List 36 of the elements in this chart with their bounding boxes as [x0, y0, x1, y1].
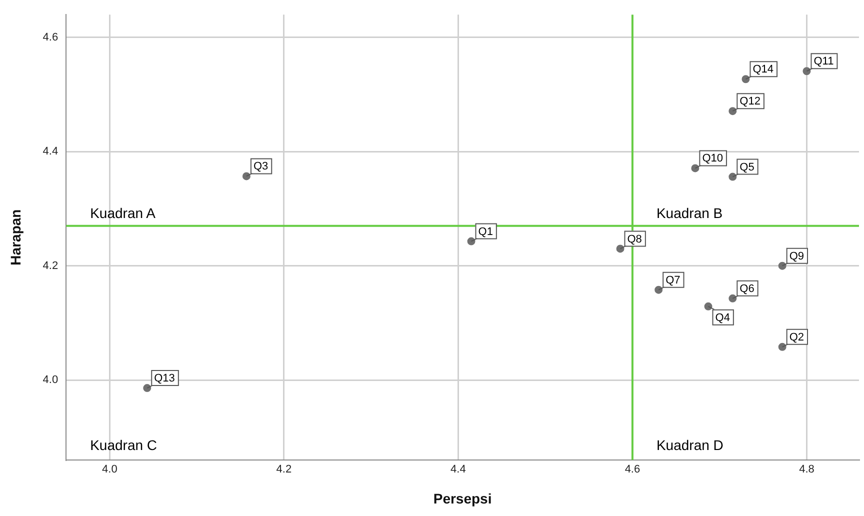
annotation: Q6 — [740, 282, 754, 295]
point — [742, 75, 750, 84]
point — [778, 262, 786, 270]
annotation: Q1 — [478, 226, 493, 238]
annotation: Kuadran A — [90, 204, 156, 221]
x-tick-label: 4.8 — [799, 464, 814, 476]
x-tick-label: 4.6 — [624, 464, 640, 476]
annotation: Kuadran C — [90, 437, 158, 453]
y-tick-label: 4.4 — [42, 146, 58, 158]
annotation: Q3 — [253, 160, 268, 173]
annotation: Q13 — [154, 372, 175, 385]
point — [704, 302, 712, 310]
annotation: Kuadran B — [656, 204, 723, 221]
point — [802, 67, 811, 76]
annotation: Q2 — [789, 331, 804, 344]
point — [691, 164, 700, 172]
point — [728, 294, 737, 302]
y-tick-label: 4.6 — [42, 31, 58, 44]
y-tick-label: 4.0 — [42, 374, 58, 386]
annotation: Q11 — [814, 56, 834, 68]
annotation: Q12 — [740, 96, 760, 108]
annotation: Q10 — [702, 152, 723, 165]
annotation: Q5 — [740, 161, 754, 174]
annotation: Kuadran D — [656, 437, 724, 453]
annotation: Q7 — [666, 274, 680, 286]
x-tick-label: 4.4 — [450, 464, 466, 476]
x-tick-label: 4.0 — [102, 464, 118, 476]
annotation: Q8 — [627, 233, 642, 246]
annotation: Q14 — [752, 64, 774, 76]
annotation: Q4 — [715, 312, 730, 324]
y-axis-title: Harapan — [7, 209, 24, 266]
point — [654, 286, 663, 294]
x-tick-label: 4.2 — [276, 464, 292, 476]
y-tick-label: 4.2 — [42, 260, 58, 272]
x-axis-title: Persepsi — [433, 490, 492, 506]
annotation: Q9 — [789, 250, 804, 262]
